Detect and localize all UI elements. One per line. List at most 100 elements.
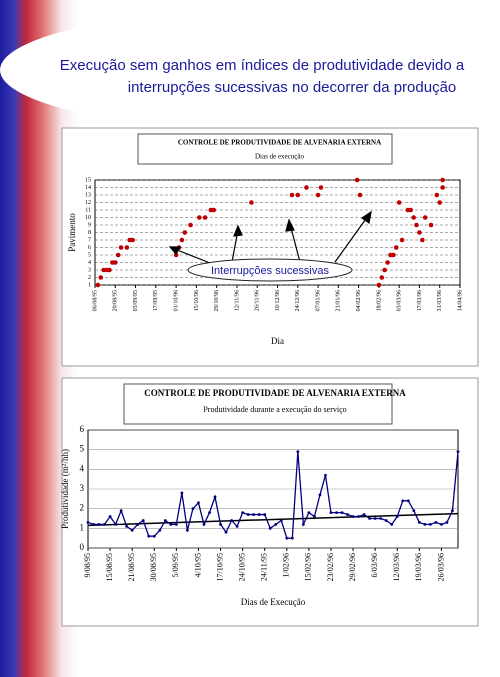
y-tick-label: 11	[85, 207, 91, 213]
y-tick-label: 4	[80, 463, 85, 473]
point	[304, 185, 309, 190]
x-tick-label: 10/12/96	[275, 290, 281, 311]
point	[428, 523, 432, 526]
y-tick-label: 8	[88, 230, 91, 236]
point	[169, 523, 173, 526]
x-tick-label: 30/08/95	[149, 553, 158, 581]
point	[108, 515, 112, 518]
point	[393, 245, 399, 250]
y-tick-label: 9	[88, 222, 91, 228]
point	[417, 521, 421, 524]
x-tick-label: 18/02/96	[376, 290, 382, 311]
point	[213, 495, 217, 499]
point	[163, 519, 167, 522]
arrow-head	[168, 246, 182, 256]
x-tick-label: 1/02/96	[282, 553, 291, 577]
x-tick-label: 24/11/95	[260, 553, 269, 581]
point	[373, 517, 377, 520]
x-axis-label: Dia	[271, 336, 284, 346]
x-tick-label: 24/12/96	[295, 290, 301, 311]
point	[428, 222, 434, 228]
x-tick-label: 23/02/96	[326, 553, 335, 581]
x-tick-label: 03/09/95	[133, 290, 139, 311]
point	[399, 237, 405, 243]
point	[445, 521, 449, 524]
x-tick-label: 24/10/95	[237, 553, 246, 581]
x-tick-label: 4/10/95	[193, 553, 202, 577]
x-tick-label: 19/03/96	[414, 553, 423, 581]
arrow	[334, 215, 369, 263]
x-tick-label: 26/03/96	[436, 553, 445, 581]
x-tick-label: 03/03/96	[397, 290, 403, 311]
x-tick-label: 07/01/96	[315, 290, 321, 311]
x-tick-label: 17/03/96	[417, 290, 423, 311]
point	[422, 215, 428, 220]
y-axis-label: Produtividade (m²/hh)	[60, 449, 70, 529]
arrow-head	[233, 224, 243, 237]
point	[451, 509, 454, 513]
y-tick-label: 7	[88, 237, 91, 243]
point	[313, 515, 316, 518]
point	[379, 517, 383, 520]
point	[152, 534, 156, 538]
y-tick-label: 3	[80, 483, 85, 493]
x-tick-label: 20/08/95	[113, 290, 119, 311]
annotation-arrows	[168, 210, 372, 264]
annotation-bubble	[187, 258, 353, 282]
point	[103, 523, 106, 526]
y-axis-label: Pavimento	[67, 213, 77, 252]
y-tick-label: 3	[88, 267, 91, 273]
point	[252, 513, 256, 516]
point	[437, 200, 443, 205]
chart-title: CONTROLE DE PRODUTIVIDADE DE ALVENARIA E…	[144, 388, 406, 398]
x-tick-label: 6/03/96	[370, 553, 379, 577]
point	[315, 192, 321, 198]
point	[401, 499, 405, 503]
x-tick-label: 21/01/96	[336, 290, 342, 311]
point	[118, 245, 124, 250]
point	[130, 528, 134, 532]
point	[182, 230, 188, 235]
x-tick-label: 12/11/96	[234, 290, 240, 311]
point	[241, 511, 245, 514]
point	[376, 282, 382, 288]
point	[97, 523, 101, 526]
point	[257, 513, 261, 516]
x-tick-label: 17/09/95	[153, 290, 159, 311]
point	[379, 275, 385, 280]
point	[179, 237, 185, 243]
point	[119, 509, 123, 513]
point	[211, 207, 217, 213]
point	[202, 215, 208, 220]
x-tick-label: 5/09/95	[171, 553, 180, 577]
y-tick-label: 1	[80, 522, 85, 532]
y-tick-label: 15	[85, 177, 91, 183]
point	[329, 511, 333, 514]
point	[186, 528, 189, 532]
slide-title: interrupções sucessivas no decorrer da p…	[128, 79, 457, 96]
point	[285, 536, 289, 540]
point	[191, 507, 195, 511]
point	[114, 523, 118, 526]
point	[354, 177, 360, 183]
point	[434, 192, 440, 198]
point	[268, 526, 272, 530]
x-tick-label: 01/10/96	[173, 290, 179, 311]
point	[324, 473, 327, 477]
point	[295, 192, 301, 198]
point	[382, 267, 387, 273]
y-tick-label: 6	[88, 245, 91, 251]
point	[147, 534, 151, 538]
x-tick-label: 31/03/96	[437, 290, 443, 311]
point	[440, 523, 443, 526]
point	[440, 185, 445, 190]
arrow-head	[285, 218, 295, 232]
point	[290, 536, 294, 540]
point	[141, 519, 145, 522]
x-tick-label: 15/02/96	[304, 553, 313, 581]
y-tick-label: 1	[88, 282, 91, 288]
point	[224, 530, 228, 534]
x-tick-label: 12/03/96	[392, 553, 401, 581]
point	[351, 515, 355, 518]
